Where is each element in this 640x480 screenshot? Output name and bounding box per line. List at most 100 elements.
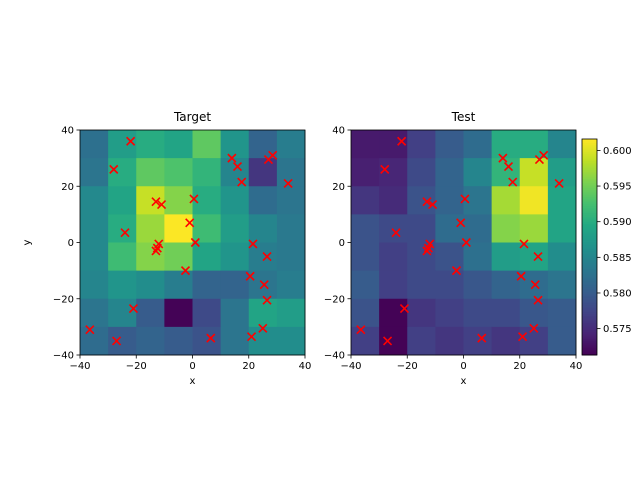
- heatmap-cell: [276, 158, 306, 187]
- colorbar-band: [582, 223, 597, 226]
- x-tick-label: −20: [397, 361, 418, 372]
- heatmap-cell: [519, 130, 549, 159]
- colorbar-band: [582, 283, 597, 286]
- heatmap-cell: [435, 186, 464, 215]
- x-axis-label: x: [461, 376, 467, 387]
- heatmap-cell: [276, 298, 306, 328]
- sample-point-marker: [422, 197, 432, 207]
- heatmap-cell: [407, 326, 436, 356]
- heatmap-cell: [435, 158, 464, 187]
- colorbar-band: [582, 236, 597, 239]
- heatmap-cell: [276, 186, 306, 215]
- heatmap-cell: [407, 214, 436, 243]
- colorbar-band: [582, 202, 597, 205]
- sample-point-marker: [498, 153, 508, 163]
- colorbar-band: [582, 229, 597, 232]
- heatmap-cell: [491, 326, 521, 356]
- colorbar-band: [582, 313, 597, 316]
- colorbar-band: [582, 243, 597, 246]
- heatmap-cell: [547, 242, 577, 272]
- sample-point-marker: [258, 323, 268, 333]
- colorbar-band: [582, 295, 597, 298]
- y-tick-label: 40: [332, 126, 345, 137]
- sample-point-marker: [461, 237, 471, 248]
- heatmap-cell: [491, 158, 521, 187]
- sample-point-marker: [427, 199, 438, 210]
- colorbar-band: [582, 232, 597, 235]
- heatmap-cell: [164, 186, 193, 215]
- sample-point-marker: [85, 325, 95, 335]
- heatmap-cell: [351, 214, 380, 243]
- heatmap-cell: [435, 326, 464, 356]
- heatmap-cell: [136, 186, 165, 215]
- heatmap-cell: [407, 298, 436, 328]
- colorbar-band: [582, 187, 597, 190]
- colorbar-band: [582, 281, 597, 284]
- heatmap-cell: [164, 214, 193, 243]
- x-tick-label: 40: [299, 361, 312, 372]
- y-axis-label: y: [22, 239, 33, 245]
- heatmap-cell: [80, 298, 109, 328]
- sample-point-marker: [508, 177, 518, 187]
- heatmap-cell: [547, 270, 577, 300]
- colorbar-band: [582, 194, 597, 198]
- sample-point-marker: [245, 271, 255, 281]
- heatmap-cell: [192, 214, 222, 243]
- colorbar-band: [582, 324, 597, 327]
- panel-title: Target: [173, 110, 211, 124]
- colorbar-band: [582, 218, 597, 221]
- sample-point-marker: [126, 136, 136, 146]
- heatmap-cell: [547, 130, 577, 159]
- x-axis-ticks: −40 −20 0 20 40: [69, 355, 311, 372]
- colorbar-band: [582, 331, 597, 334]
- sample-point-marker: [451, 266, 462, 276]
- colorbar-band: [582, 347, 597, 351]
- panel-title: Test: [451, 110, 476, 124]
- heatmap-cell: [435, 130, 464, 159]
- sample-point-marker: [151, 246, 161, 256]
- colorbar-band: [582, 338, 597, 342]
- heatmap-cell: [220, 242, 250, 272]
- heatmap-cell: [276, 242, 306, 272]
- colorbar-band: [582, 139, 597, 142]
- sample-point-marker: [246, 332, 257, 342]
- heatmap-cell: [276, 270, 306, 300]
- colorbar-band: [582, 191, 597, 194]
- heatmap-cell: [547, 186, 577, 215]
- heatmap-cell: [220, 298, 250, 328]
- heatmap-cell: [463, 298, 493, 328]
- colorbar-band: [582, 277, 597, 280]
- heatmap-cell: [463, 242, 493, 272]
- colorbar-band: [582, 185, 597, 189]
- colorbar-band: [582, 151, 597, 154]
- sample-point-marker: [422, 246, 432, 256]
- colorbar-band: [582, 259, 597, 262]
- heatmap-cell: [192, 186, 222, 215]
- colorbar-band: [582, 310, 597, 313]
- colorbar-band: [582, 142, 597, 145]
- colorbar-band: [582, 207, 597, 210]
- colorbar-band: [582, 158, 597, 162]
- test-heatmap-panel: −40 −20 0 20 40 −40 −20 0 20 40 Test x: [324, 110, 582, 387]
- heatmap-cell: [491, 214, 521, 243]
- heatmap-cell: [463, 270, 493, 300]
- heatmap-cell: [351, 242, 380, 272]
- heatmap-cell: [108, 158, 137, 187]
- sample-point-marker: [460, 194, 470, 204]
- heatmap-cell: [547, 326, 577, 356]
- colorbar-band: [582, 261, 597, 264]
- colorbar-band: [582, 248, 597, 252]
- heatmap-cell: [435, 214, 464, 243]
- heatmap-cell: [248, 214, 278, 243]
- colorbar-tick-label: 0.580: [603, 288, 632, 299]
- colorbar-band: [582, 340, 597, 343]
- sample-point-marker: [477, 333, 487, 343]
- heatmap-cell: [108, 270, 137, 300]
- colorbar-band: [582, 148, 597, 151]
- colorbar-tick-label: 0.595: [603, 182, 632, 193]
- colorbar-band: [582, 140, 597, 144]
- colorbar-band: [582, 144, 597, 147]
- colorbar-band: [582, 167, 597, 171]
- heatmap-cell: [164, 270, 193, 300]
- colorbar-band: [582, 293, 597, 297]
